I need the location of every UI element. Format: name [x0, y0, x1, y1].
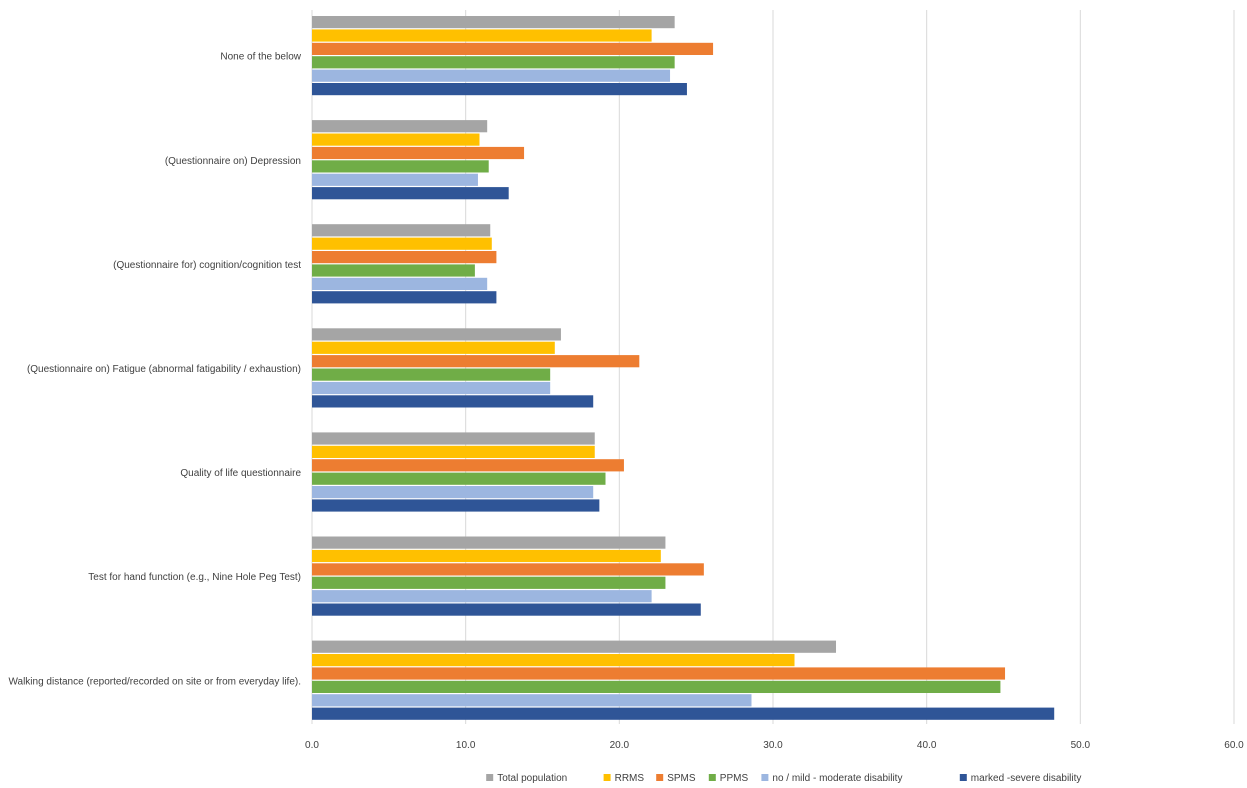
bar-ppms: [312, 56, 675, 69]
x-tick-label: 40.0: [917, 740, 937, 751]
bar-total-population: [312, 120, 488, 133]
bar-marked-severe-disability: [312, 499, 600, 512]
bars: [312, 16, 1055, 720]
x-tick-label: 20.0: [610, 740, 630, 751]
x-tick-label: 60.0: [1224, 740, 1244, 751]
bar-spms: [312, 355, 640, 368]
legend: Total population RRMS SPMS PPMS no / mild - …: [486, 773, 1081, 784]
category-labels: None of the below (Questionnaire on) Depr…: [8, 52, 301, 688]
bar-spms: [312, 667, 1006, 680]
legend-swatch: [959, 774, 967, 781]
bar-marked-severe-disability: [312, 395, 594, 408]
bar-marked-severe-disability: [312, 603, 701, 616]
legend-swatch: [761, 774, 769, 781]
category-label: (Questionnaire for) cognition/cognition …: [113, 260, 301, 271]
legend-swatch: [486, 774, 494, 781]
bar-rrms: [312, 29, 652, 42]
x-tick-label: 50.0: [1071, 740, 1091, 751]
category-label: None of the below: [220, 52, 301, 63]
category-label: Quality of life questionnaire: [180, 468, 301, 479]
bar-no-mild-moderate-disability: [312, 486, 594, 499]
bar-rrms: [312, 654, 795, 667]
legend-label: SPMS: [667, 773, 696, 784]
bar-total-population: [312, 224, 491, 237]
legend-swatch: [603, 774, 611, 781]
x-tick-label: 10.0: [456, 740, 476, 751]
bar-ppms: [312, 368, 551, 381]
legend-label: Total population: [497, 773, 567, 784]
bar-no-mild-moderate-disability: [312, 277, 488, 290]
bar-no-mild-moderate-disability: [312, 381, 551, 395]
legend-swatch: [656, 774, 664, 781]
bar-marked-severe-disability: [312, 187, 509, 200]
category-label: Test for hand function (e.g., Nine Hole …: [88, 572, 301, 583]
bar-ppms: [312, 264, 475, 277]
bar-no-mild-moderate-disability: [312, 69, 671, 82]
bar-spms: [312, 563, 704, 576]
bar-total-population: [312, 640, 837, 653]
x-tick-label: 30.0: [763, 740, 783, 751]
bar-total-population: [312, 16, 675, 29]
bar-marked-severe-disability: [312, 83, 687, 96]
bar-rrms: [312, 237, 492, 250]
bar-total-population: [312, 432, 595, 445]
bar-rrms: [312, 341, 555, 354]
bar-ppms: [312, 576, 666, 589]
legend-label: RRMS: [615, 773, 645, 784]
bar-marked-severe-disability: [312, 291, 497, 304]
legend-label: no / mild - moderate disability: [772, 773, 902, 784]
bar-spms: [312, 42, 714, 55]
legend-label: marked -severe disability: [971, 773, 1082, 784]
bar-marked-severe-disability: [312, 707, 1055, 720]
bar-ppms: [312, 160, 489, 173]
category-label: (Questionnaire on) Fatigue (abnormal fat…: [27, 364, 301, 375]
legend-label: PPMS: [720, 773, 749, 784]
bar-no-mild-moderate-disability: [312, 590, 652, 603]
bar-total-population: [312, 536, 666, 549]
bar-no-mild-moderate-disability: [312, 694, 752, 707]
bar-rrms: [312, 133, 480, 146]
bar-total-population: [312, 328, 561, 341]
bar-spms: [312, 146, 525, 160]
legend-swatch: [708, 774, 716, 781]
bar-rrms: [312, 445, 595, 458]
category-label: Walking distance (reported/recorded on s…: [8, 676, 301, 687]
x-axis-ticks: 0.0 10.0 20.0 30.0 40.0 50.0 60.0: [305, 740, 1244, 751]
bar-ppms: [312, 472, 606, 485]
bar-ppms: [312, 680, 1001, 693]
bar-spms: [312, 251, 497, 264]
x-tick-label: 0.0: [305, 740, 319, 751]
bar-rrms: [312, 549, 661, 563]
bar-spms: [312, 459, 624, 472]
category-label: (Questionnaire on) Depression: [165, 156, 301, 167]
bar-no-mild-moderate-disability: [312, 173, 478, 186]
